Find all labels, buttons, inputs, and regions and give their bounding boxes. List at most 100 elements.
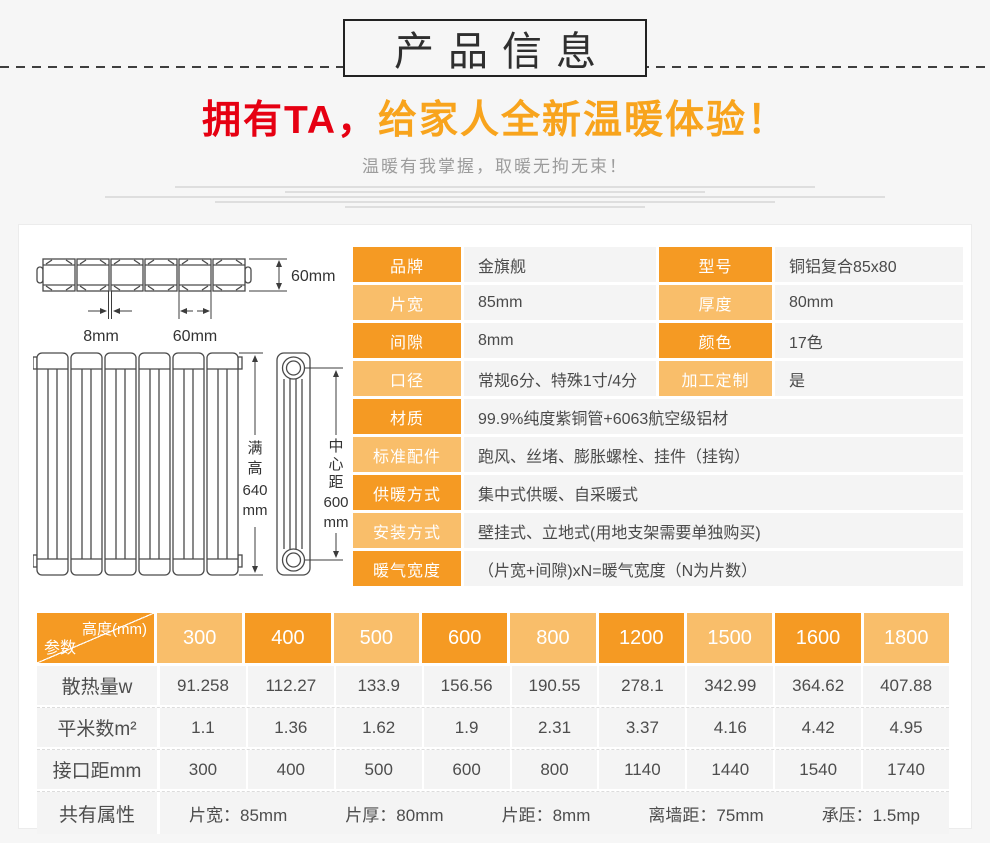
- table-cell: 1540: [773, 750, 862, 789]
- spec-row: 材质 99.9%纯度紫铜管+6063航空级铝材: [353, 399, 963, 434]
- table-cell: 4.16: [685, 708, 774, 747]
- parameter-table-body: 散热量w 91.258 112.27 133.9 156.56 190.55 2…: [37, 666, 950, 834]
- spec-label: 颜色: [659, 323, 772, 358]
- height-column-header: 1500: [686, 613, 773, 663]
- table-row: 散热量w 91.258 112.27 133.9 156.56 190.55 2…: [37, 666, 950, 705]
- row-label: 接口距mm: [37, 750, 157, 789]
- dim-gap-label: 8mm: [83, 328, 119, 345]
- table-cell: 133.9: [333, 666, 422, 705]
- table-cell: 156.56: [421, 666, 510, 705]
- spec-row: 暖气宽度 （片宽+间隙)xN=暖气宽度（N为片数）: [353, 551, 963, 586]
- top-section: 60mm 8mm 60mm: [33, 247, 963, 595]
- dim-center-distance-line: mm: [324, 514, 349, 531]
- watermark-line: [285, 191, 705, 193]
- watermark-line: [105, 196, 885, 198]
- height-column-header: 1800: [863, 613, 949, 663]
- spec-label: 间隙: [353, 323, 461, 358]
- table-cell: 342.99: [685, 666, 774, 705]
- table-cell: 1.36: [245, 708, 334, 747]
- watermark-line: [175, 186, 815, 188]
- dim-section-width-label: 60mm: [173, 328, 217, 345]
- table-cell: 400: [245, 750, 334, 789]
- corner-cell: 高度(mm) 参数: [37, 613, 154, 663]
- watermark-line: [345, 206, 645, 208]
- table-cell: 407.88: [861, 666, 950, 705]
- corner-bottom-label: 参数: [44, 640, 77, 657]
- spec-value: 跑风、丝堵、膨胀螺栓、挂件（挂钩）: [464, 437, 963, 472]
- row-label: 散热量w: [37, 666, 157, 705]
- height-column-header: 1600: [775, 613, 861, 663]
- headline: 拥有TA，给家人全新温暖体验！: [0, 89, 990, 145]
- spec-row: 口径 常规6分、特殊1寸/4分 加工定制 是: [353, 361, 963, 396]
- table-cell: 1740: [861, 750, 950, 789]
- spec-row: 片宽 85mm 厚度 80mm: [353, 285, 963, 320]
- table-row: 接口距mm 300 400 500 600 800 1140 1440 1540…: [37, 749, 950, 789]
- table-cell: 500: [333, 750, 422, 789]
- spec-label: 厚度: [659, 285, 772, 320]
- table-cell: 800: [509, 750, 598, 789]
- table-cell: 300: [157, 750, 246, 789]
- dim-full-height-line: 640: [242, 482, 267, 499]
- dim-center-distance-line: 600: [323, 494, 348, 511]
- parameter-table: 高度(mm) 参数 300 400 500 600 800 1200 1500 …: [37, 613, 950, 834]
- shared-attribute: 片距：8mm: [501, 805, 591, 825]
- subtitle: 温暖有我掌握，取暖无拘无束！: [362, 157, 628, 176]
- shared-attribute: 片厚：80mm: [345, 805, 444, 825]
- spec-value: 80mm: [775, 285, 963, 320]
- table-cell: 2.31: [509, 708, 598, 747]
- spec-label: 品牌: [353, 247, 461, 282]
- radiator-top-view-drawing: 60mm 8mm 60mm: [36, 258, 335, 345]
- spec-value: 是: [775, 361, 963, 396]
- shared-attribute: 承压：1.5mp: [821, 805, 920, 825]
- dim-center-distance-line: 中: [328, 438, 343, 455]
- spec-label: 片宽: [353, 285, 461, 320]
- spec-value: 17色: [775, 323, 963, 358]
- shared-attribute: 片宽：85mm: [189, 805, 288, 825]
- row-label: 共有属性: [37, 792, 157, 834]
- height-column-header: 800: [510, 613, 596, 663]
- headline-orange: 给家人全新温暖体验！: [378, 99, 789, 142]
- spec-value: 壁挂式、立地式(用地支架需要单独购买): [464, 513, 963, 548]
- table-row: 平米数m² 1.1 1.36 1.62 1.9 2.31 3.37 4.16 4…: [37, 707, 950, 747]
- spec-value: （片宽+间隙)xN=暖气宽度（N为片数）: [464, 551, 963, 586]
- shared-attributes-row: 共有属性 片宽：85mm 片厚：80mm 片距：8mm 离墙距：75mm 承压：…: [37, 791, 949, 834]
- technical-drawings: 60mm 8mm 60mm: [33, 247, 353, 595]
- spec-value: 8mm: [464, 323, 656, 358]
- height-column-header: 500: [333, 613, 419, 663]
- height-column-header: 1200: [598, 613, 684, 663]
- row-label: 平米数m²: [37, 708, 157, 747]
- page-header: 产品信息 拥有TA，给家人全新温暖体验！ 温暖有我掌握，取暖无拘无束！: [0, 19, 990, 224]
- table-cell: 600: [421, 750, 510, 789]
- watermark-text-block: [0, 186, 990, 208]
- spec-label: 加工定制: [659, 361, 772, 396]
- shared-attributes: 片宽：85mm 片厚：80mm 片距：8mm 离墙距：75mm 承压：1.5mp: [157, 792, 949, 834]
- table-cell: 1140: [597, 750, 686, 789]
- dim-center-distance-line: 心: [328, 456, 343, 473]
- shared-attribute: 离墙距：75mm: [648, 805, 764, 825]
- table-cell: 4.95: [861, 708, 950, 747]
- height-column-header: 600: [421, 613, 508, 663]
- headline-red: 拥有TA，: [201, 99, 379, 142]
- spec-label: 型号: [659, 247, 772, 282]
- spec-value: 常规6分、特殊1寸/4分: [464, 361, 656, 396]
- parameter-table-header: 高度(mm) 参数 300 400 500 600 800 1200 1500 …: [37, 613, 949, 663]
- page-title: 产品信息: [343, 19, 647, 77]
- table-cell: 1440: [685, 750, 774, 789]
- table-cell: 3.37: [597, 708, 686, 747]
- spec-row: 标准配件 跑风、丝堵、膨胀螺栓、挂件（挂钩）: [353, 437, 963, 472]
- radiator-front-side-view-drawing: 满 高 640 mm 中 心 距: [33, 352, 349, 576]
- spec-label: 材质: [353, 399, 461, 434]
- spec-row: 品牌 金旗舰 型号 铜铝复合85x80: [353, 247, 963, 282]
- height-column-header: 400: [245, 613, 331, 663]
- dim-section-height-label: 60mm: [291, 268, 335, 285]
- dim-full-height-line: 满: [247, 440, 262, 457]
- spec-label: 安装方式: [353, 513, 461, 548]
- table-cell: 1.9: [421, 708, 510, 747]
- content-panel: 60mm 8mm 60mm: [18, 224, 972, 834]
- spec-label: 供暖方式: [353, 475, 461, 510]
- spec-row: 安装方式 壁挂式、立地式(用地支架需要单独购买): [353, 513, 963, 548]
- spec-row: 间隙 8mm 颜色 17色: [353, 323, 963, 358]
- spec-row: 供暖方式 集中式供暖、自采暖式: [353, 475, 963, 510]
- table-cell: 4.42: [773, 708, 862, 747]
- spec-label: 暖气宽度: [353, 551, 461, 586]
